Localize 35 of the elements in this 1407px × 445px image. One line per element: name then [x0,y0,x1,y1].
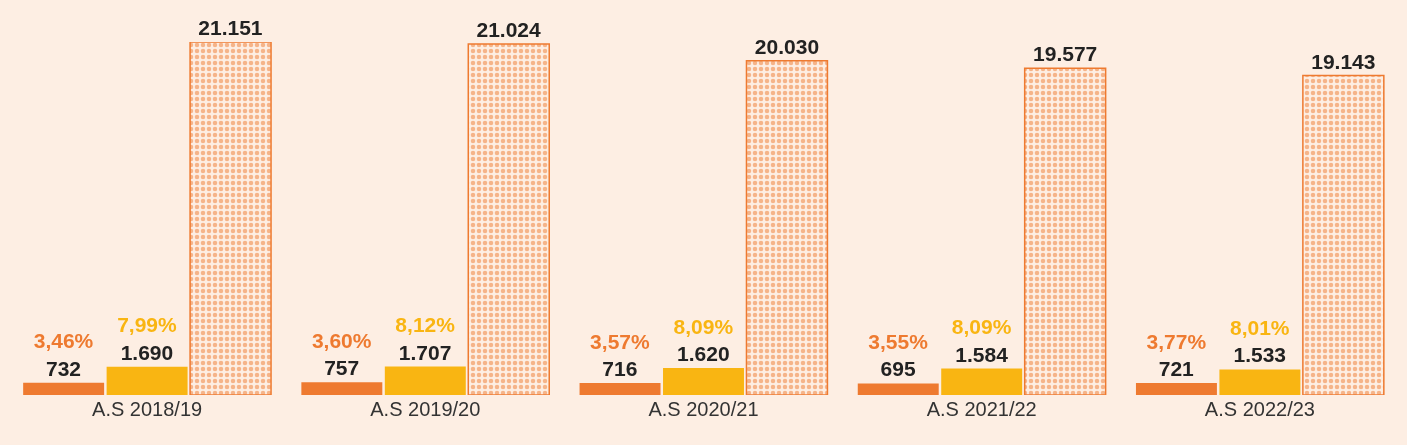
data-label: 8,12% 1.707 [395,313,456,364]
data-label: 19.143 [1311,49,1376,73]
bar [857,383,939,395]
bar [1023,67,1107,395]
data-label: 3,46% 732 [33,329,94,380]
bar [1219,369,1301,395]
x-tick-label: A.S 2021/22 [926,398,1037,420]
data-label: 20.030 [754,34,820,58]
bar [189,42,272,395]
x-tick-label: A.S 2022/23 [1204,398,1315,420]
data-label: 8,09% 1.584 [951,315,1012,366]
data-label: 21.024 [476,18,542,42]
bar [467,43,550,395]
data-label: 8,09% 1.620 [673,314,734,365]
bar [23,382,105,395]
bar [1135,382,1217,395]
bar [384,366,466,395]
bar [1302,74,1385,395]
bar [745,59,829,395]
bar [301,382,383,395]
data-label: 3,60% 757 [311,329,372,380]
bar [106,366,188,395]
data-label: 19.577 [1033,42,1098,66]
data-label: 8,01% 1.533 [1229,316,1290,367]
data-label: 7,99% 1.690 [117,313,178,364]
bar [663,367,744,395]
bar [579,383,661,395]
data-label: 21.151 [198,16,263,39]
data-label: 3,77% 721 [1146,329,1207,380]
x-tick-label: A.S 2020/21 [648,398,759,420]
x-tick-label: A.S 2019/20 [370,398,481,420]
bar [941,368,1023,395]
data-label: 3,57% 716 [590,329,650,381]
x-tick-label: A.S 2018/19 [92,398,203,420]
data-label: 3,55% 695 [868,330,929,381]
